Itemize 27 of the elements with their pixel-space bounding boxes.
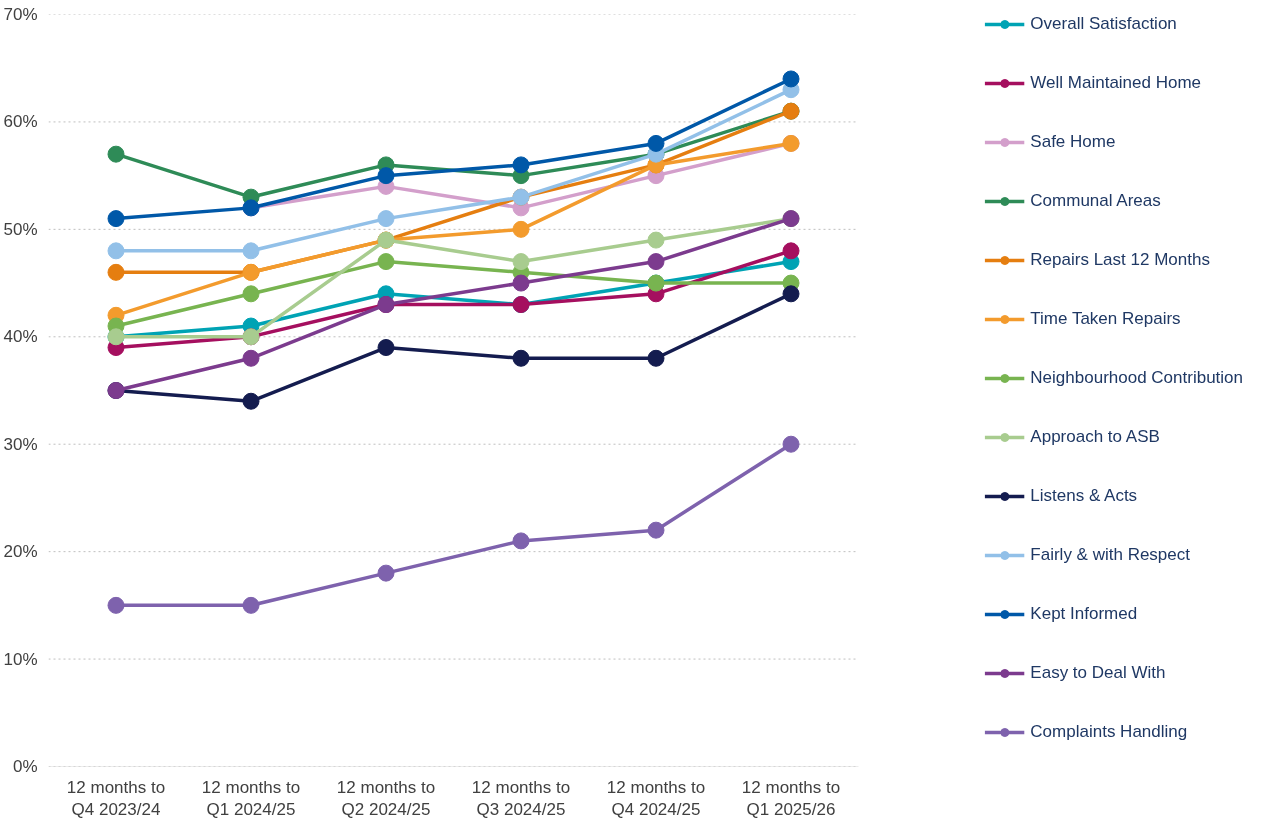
legend-label: Fairly & with Respect: [1030, 545, 1191, 565]
y-tick-label: 50%: [3, 219, 38, 239]
x-tick-label: 12 months to Q4 2024/25: [606, 777, 706, 820]
legend-label: Approach to ASB: [1030, 427, 1160, 447]
y-tick-label: 10%: [3, 649, 38, 669]
legend-label: Safe Home: [1030, 132, 1116, 152]
legend-label: Listens & Acts: [1030, 486, 1138, 506]
x-tick-label: 12 months to Q4 2023/24: [66, 777, 166, 820]
y-tick-label: 20%: [3, 542, 38, 562]
y-tick-label: 30%: [3, 434, 38, 454]
y-tick-label: 0%: [12, 757, 38, 776]
x-tick-label: 12 months to Q3 2024/25: [471, 777, 571, 820]
y-tick-label: 60%: [3, 112, 38, 132]
legend-label: Repairs Last 12 Months: [1030, 250, 1210, 270]
legend-label: Communal Areas: [1030, 191, 1161, 211]
legend-label: Overall Satisfaction: [1030, 14, 1177, 34]
x-tick-label: 12 months to Q2 2024/25: [336, 777, 436, 820]
x-tick-label: 12 months to Q1 2024/25: [201, 777, 301, 820]
legend-label: Well Maintained Home: [1030, 73, 1202, 93]
y-tick-label: 70%: [3, 5, 38, 24]
legend-label: Neighbourhood Contribution: [1030, 368, 1243, 388]
x-tick-label: 12 months to Q1 2025/26: [741, 777, 841, 820]
legend-label: Time Taken Repairs: [1030, 309, 1181, 329]
legend-label: Complaints Handling: [1030, 722, 1188, 742]
y-tick-label: 40%: [3, 327, 38, 347]
legend-label: Easy to Deal With: [1030, 663, 1166, 683]
legend-label: Kept Informed: [1030, 604, 1138, 624]
